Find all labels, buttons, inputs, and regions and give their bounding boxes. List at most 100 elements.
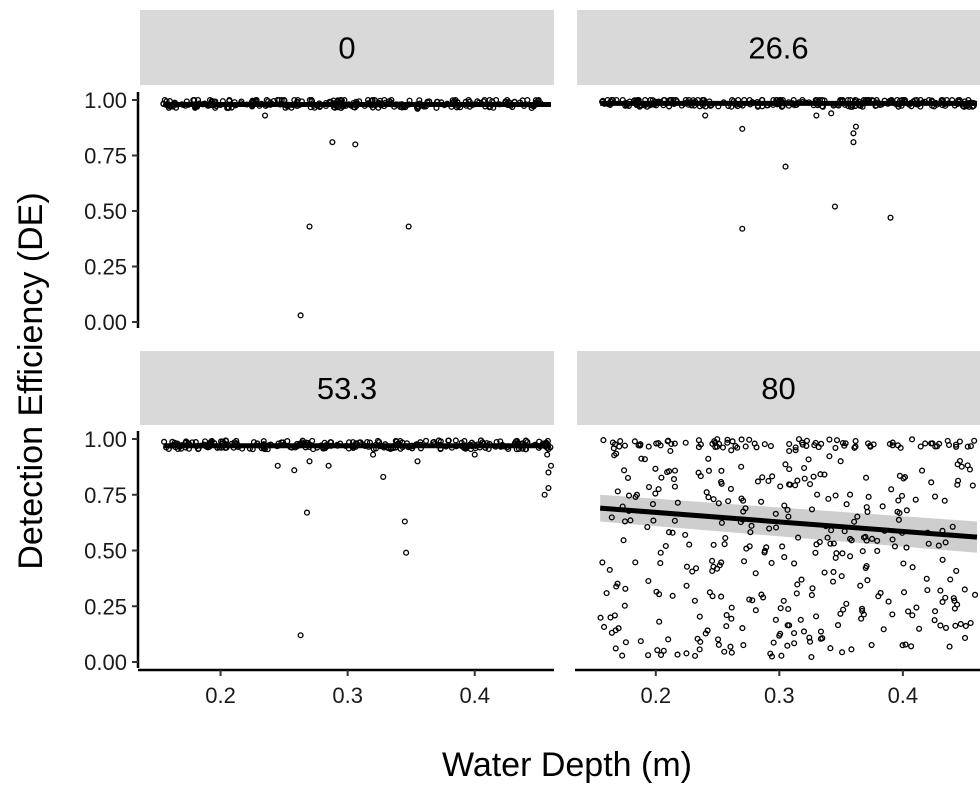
data-point [839, 439, 846, 447]
data-point [942, 539, 949, 546]
data-point [863, 504, 870, 511]
data-point [601, 623, 608, 631]
data-point [842, 440, 849, 447]
data-point [791, 640, 798, 647]
data-point [967, 443, 974, 450]
data-point [716, 562, 723, 569]
data-point [637, 638, 644, 645]
data-point [724, 439, 731, 446]
data-point [806, 634, 813, 641]
data-point [746, 436, 753, 443]
data-point [662, 542, 669, 550]
data-point [859, 607, 866, 614]
data-point [833, 437, 841, 444]
data-point [891, 543, 898, 550]
data-point [749, 597, 756, 604]
data-point [691, 597, 698, 604]
facet-strip-label: 26.6 [748, 31, 808, 66]
data-point [752, 570, 759, 577]
data-point [782, 461, 789, 468]
data-point [952, 622, 959, 629]
data-point [785, 605, 792, 613]
data-point [850, 139, 857, 146]
data-point [825, 495, 832, 502]
data-point [874, 547, 881, 555]
data-point [621, 518, 629, 525]
data-point [821, 471, 828, 478]
data-point [784, 506, 791, 513]
data-point [705, 455, 712, 462]
data-point [971, 437, 978, 444]
data-point [786, 447, 793, 455]
data-point [828, 110, 835, 117]
data-point [931, 617, 938, 624]
data-point [761, 441, 768, 448]
data-point [705, 467, 712, 474]
data-point [840, 606, 847, 613]
data-point [607, 614, 614, 621]
data-point [671, 440, 678, 447]
data-point [782, 163, 789, 170]
data-point [912, 496, 919, 503]
data-point [795, 436, 803, 443]
data-point [792, 482, 799, 489]
data-point [261, 112, 269, 119]
data-point [817, 628, 824, 635]
data-point [862, 533, 869, 540]
data-point [922, 440, 929, 447]
data-point [859, 548, 866, 555]
data-point [932, 608, 939, 615]
data-point [739, 225, 746, 232]
x-tick-label: 0.3 [332, 683, 363, 708]
data-point [812, 549, 819, 556]
data-point [794, 477, 801, 484]
data-point [953, 567, 960, 574]
data-point [637, 441, 644, 448]
data-point [952, 441, 960, 448]
y-tick-label: 0.75 [84, 144, 127, 169]
data-point [852, 443, 859, 450]
data-point [806, 638, 814, 645]
data-point [652, 490, 659, 497]
data-point [671, 517, 678, 524]
data-point [899, 642, 906, 649]
data-point [625, 492, 633, 499]
data-point [718, 593, 725, 600]
data-point [665, 437, 672, 444]
data-point [837, 458, 844, 465]
data-point [889, 611, 896, 618]
y-tick-label: 0.00 [84, 650, 127, 675]
data-point [669, 529, 676, 536]
data-point [784, 622, 791, 629]
data-point [303, 509, 311, 516]
data-point [945, 441, 953, 449]
data-point [847, 553, 854, 560]
data-point [905, 608, 912, 615]
data-point [655, 440, 662, 447]
data-point [813, 541, 820, 548]
data-point [754, 478, 762, 485]
data-point [297, 632, 304, 639]
data-point [522, 437, 529, 444]
x-tick-label: 0.4 [888, 683, 919, 708]
data-point [781, 502, 788, 509]
data-point [852, 123, 859, 130]
data-point [544, 451, 551, 458]
data-point [969, 482, 976, 489]
data-point [715, 636, 722, 643]
data-point [813, 112, 820, 119]
data-point [902, 641, 909, 648]
data-point [740, 642, 747, 649]
data-point [894, 442, 901, 449]
data-point [738, 495, 745, 502]
data-point [709, 557, 716, 564]
data-point [686, 541, 693, 548]
data-point [606, 566, 613, 573]
data-point [765, 477, 772, 485]
data-point [770, 639, 777, 646]
data-point [949, 523, 956, 530]
data-point [274, 462, 281, 469]
data-point [863, 537, 870, 544]
data-point [715, 641, 722, 648]
